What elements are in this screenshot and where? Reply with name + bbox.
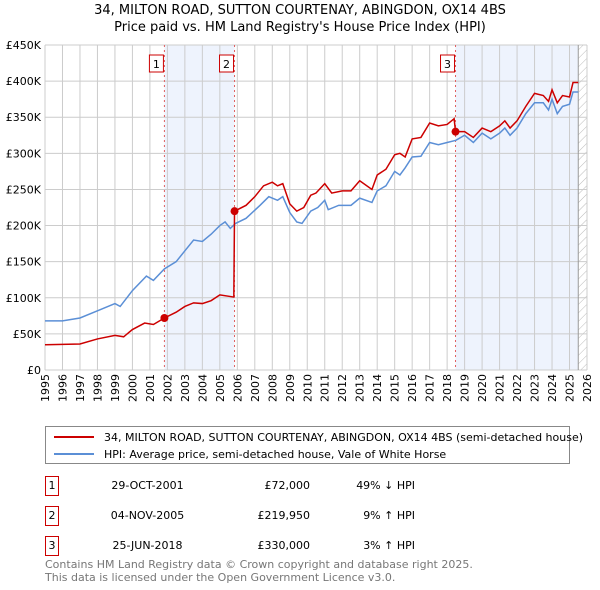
x-tick-label: 2001 — [144, 374, 157, 402]
legend-swatch — [54, 453, 94, 455]
x-tick-label: 2008 — [266, 374, 279, 402]
sale-row: 3 25-JUN-2018 £330,000 3% ↑ HPI — [45, 536, 445, 556]
x-tick-label: 2012 — [336, 374, 349, 402]
sale-price: £330,000 — [257, 539, 311, 552]
x-tick-label: 1997 — [74, 374, 87, 402]
plot-area: 1995 1996 1997 1998 1999 2000 2001 2002 2003 2004… — [6, 39, 594, 402]
sale-marker-number: 2 — [223, 58, 230, 71]
chart-subtitle: Price paid vs. HM Land Registry's House … — [114, 20, 486, 35]
sale-number: 1 — [45, 476, 59, 496]
x-tick-label: 2010 — [301, 374, 314, 402]
x-tick-label: 2006 — [231, 374, 244, 402]
sale-price: £219,950 — [257, 509, 311, 522]
x-tick-label: 2011 — [319, 374, 332, 402]
forecast-hatch — [578, 45, 587, 370]
x-tick-label: 2007 — [249, 374, 262, 402]
x-tick-label: 2016 — [406, 374, 419, 402]
x-tick-label: 2013 — [354, 374, 367, 402]
sale-date: 25-JUN-2018 — [112, 539, 183, 552]
sale-hpi-diff: 9% ↑ HPI — [363, 509, 415, 522]
x-tick-label: 2023 — [529, 374, 542, 402]
x-tick-label: 2019 — [459, 374, 472, 402]
sale-marker-number: 1 — [153, 58, 160, 71]
y-tick-label: £100K — [6, 292, 42, 305]
x-tick-label: 2020 — [476, 374, 489, 402]
y-tick-label: £400K — [6, 75, 42, 88]
sale-row: 1 29-OCT-2001 £72,000 49% ↓ HPI — [45, 476, 445, 496]
y-tick-label: £150K — [6, 256, 42, 269]
legend-item-property: 34, MILTON ROAD, SUTTON COURTENAY, ABING… — [54, 429, 583, 445]
x-tick-label: 2025 — [564, 374, 577, 402]
legend-label: 34, MILTON ROAD, SUTTON COURTENAY, ABING… — [104, 430, 584, 444]
x-tick-label: 2015 — [389, 374, 402, 402]
x-tick-label: 2005 — [214, 374, 227, 402]
footer-licence: This data is licensed under the Open Gov… — [45, 571, 396, 584]
x-tick-label: 2004 — [196, 374, 209, 402]
legend-item-hpi: HPI: Average price, semi-detached house,… — [54, 446, 446, 462]
y-tick-label: £350K — [6, 111, 42, 124]
x-tick-label: 2014 — [371, 374, 384, 402]
y-tick-label: £0 — [27, 364, 41, 377]
x-tick-label: 2018 — [441, 374, 454, 402]
sale-marker-box — [440, 54, 456, 73]
sale-hpi-diff: 3% ↑ HPI — [363, 539, 415, 552]
sale-marker-number: 3 — [444, 58, 451, 71]
sale-date: 29-OCT-2001 — [111, 479, 184, 492]
legend-label: HPI: Average price, semi-detached house,… — [104, 447, 447, 461]
y-tick-label: £50K — [13, 328, 42, 341]
sale-point — [451, 127, 460, 136]
sale-hpi-diff: 49% ↓ HPI — [356, 479, 415, 492]
sale-number: 3 — [45, 536, 59, 556]
y-tick-label: £300K — [6, 147, 42, 160]
y-tick-label: £250K — [6, 183, 42, 196]
x-tick-label: 2003 — [179, 374, 192, 402]
y-tick-label: £450K — [6, 39, 42, 52]
sale-row: 2 04-NOV-2005 £219,950 9% ↑ HPI — [45, 506, 445, 526]
legend-swatch — [54, 436, 94, 438]
x-tick-label: 1999 — [109, 374, 122, 402]
hpi-line — [45, 91, 579, 322]
x-tick-label: 2009 — [284, 374, 297, 402]
footer-copyright: Contains HM Land Registry data © Crown c… — [45, 558, 473, 571]
sale-date: 04-NOV-2005 — [110, 509, 185, 522]
sale-marker-box — [219, 54, 235, 73]
x-tick-label: 2026 — [581, 374, 594, 402]
sale-price: £72,000 — [264, 479, 311, 492]
sale-marker-box — [148, 54, 164, 73]
x-tick-label: 2017 — [424, 374, 437, 402]
x-tick-label: 1996 — [56, 374, 69, 402]
x-tick-label: 2021 — [494, 374, 507, 402]
sale-point — [160, 314, 169, 322]
legend: 34, MILTON ROAD, SUTTON COURTENAY, ABING… — [45, 426, 583, 464]
x-tick-label: 2024 — [546, 374, 559, 402]
sale-number: 2 — [45, 506, 59, 526]
x-tick-label: 2022 — [511, 374, 524, 402]
shaded-band — [164, 45, 235, 370]
x-tick-label: 1998 — [91, 374, 104, 402]
x-tick-label: 2000 — [126, 374, 139, 402]
x-tick-label: 1995 — [39, 374, 52, 402]
price-paid-line — [44, 81, 579, 346]
x-tick-label: 2002 — [161, 374, 174, 402]
y-tick-label: £200K — [6, 220, 42, 233]
sale-point — [230, 207, 239, 216]
chart-title: 34, MILTON ROAD, SUTTON COURTENAY, ABING… — [94, 3, 506, 18]
